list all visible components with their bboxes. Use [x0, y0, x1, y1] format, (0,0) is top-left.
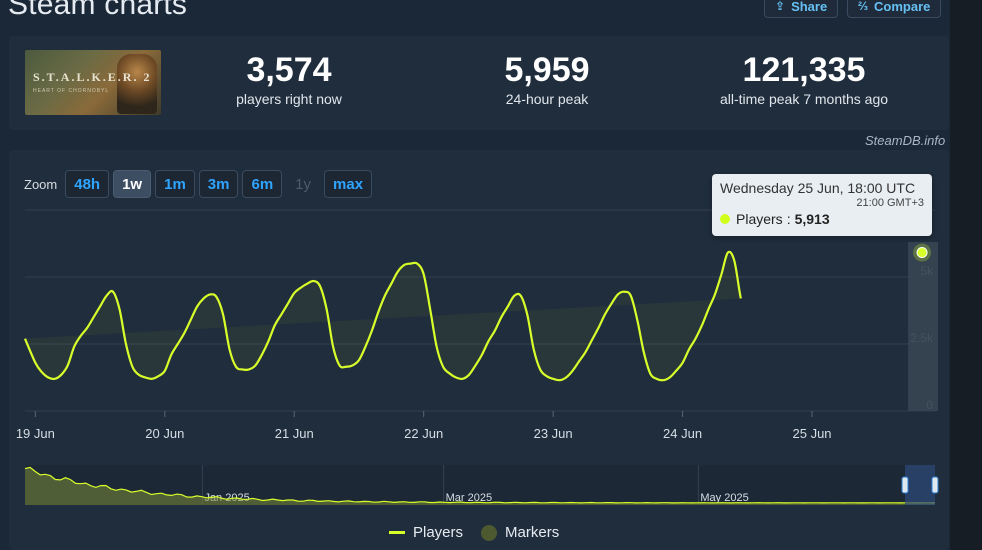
- chart-legend: Players Markers: [389, 524, 559, 541]
- stat-alltime-value: 121,335: [742, 51, 866, 89]
- tooltip-value-row: Players: 5,913: [720, 211, 924, 227]
- legend-item-markers[interactable]: Markers: [481, 524, 559, 541]
- x-tick-label: 23 Jun: [534, 426, 573, 441]
- zoom-button-1y: 1y: [295, 175, 312, 193]
- share-label: Share: [791, 0, 828, 14]
- series-line-players[interactable]: [23, 250, 742, 382]
- zoom-button-1m[interactable]: 1m: [155, 170, 195, 198]
- legend-players-label: Players: [413, 524, 464, 541]
- stat-current-label: players right now: [236, 91, 342, 107]
- navigator-tick-label: May 2025: [700, 492, 748, 504]
- tooltip-date: Wednesday 25 Jun, 18:00 UTC: [720, 180, 916, 196]
- chart-tooltip: Wednesday 25 Jun, 18:00 UTC 21:00 GMT+3 …: [712, 174, 932, 236]
- zoom-label: Zoom: [24, 176, 58, 192]
- zoom-bar: Zoom 48h 1w 1m 3m 6m 1y max: [24, 170, 373, 198]
- series-area: [25, 251, 741, 381]
- navigator-area: [25, 467, 935, 505]
- zoom-button-3m[interactable]: 3m: [198, 170, 239, 198]
- page-title: Steam charts: [8, 0, 188, 21]
- hover-band: [908, 242, 939, 411]
- game-logo[interactable]: S.T.A.L.K.E.R. 2 HEART OF CHORNOBYL: [25, 50, 161, 115]
- compare-label: Compare: [874, 0, 931, 14]
- legend-item-players[interactable]: Players: [389, 524, 463, 541]
- compare-button[interactable]: ⅔ Compare: [847, 0, 942, 18]
- navigator-line: [24, 466, 936, 504]
- navigator-handle-right[interactable]: [931, 476, 939, 494]
- legend-dot-icon: [481, 524, 498, 541]
- stalker-figure: [117, 54, 157, 114]
- stat-peak24-value: 5,959: [504, 51, 590, 89]
- x-tick-label: 22 Jun: [404, 426, 443, 441]
- x-tick-label: 24 Jun: [663, 426, 702, 441]
- stat-peak24-label: 24-hour peak: [505, 91, 589, 107]
- x-tick-label: 19 Jun: [16, 426, 55, 441]
- zoom-button-6m[interactable]: 6m: [242, 170, 283, 198]
- zoom-button-max[interactable]: max: [324, 170, 373, 198]
- zoom-button-1w[interactable]: 1w: [113, 170, 152, 198]
- zoom-buttons: 48h 1w 1m 3m 6m 1y max: [65, 170, 373, 198]
- share-button[interactable]: ⇪ Share: [764, 0, 839, 18]
- logo-subtitle: HEART OF CHORNOBYL: [33, 88, 110, 94]
- stat-current: 3,574 players right now: [219, 50, 359, 108]
- zoom-button-48h[interactable]: 48h: [65, 170, 110, 198]
- legend-line-icon: [389, 531, 405, 534]
- navigator-tick-label: Mar 2025: [446, 492, 492, 504]
- tooltip-local-time: 21:00 GMT+3: [856, 197, 924, 209]
- navigator-selection: [905, 465, 935, 505]
- legend-markers-label: Markers: [505, 524, 560, 541]
- stats-panel: S.T.A.L.K.E.R. 2 HEART OF CHORNOBYL 3,57…: [9, 36, 949, 130]
- tooltip-series-dot: [720, 214, 730, 224]
- right-gutter: [950, 0, 982, 550]
- compare-icon: ⅔: [858, 0, 869, 13]
- stat-current-value: 3,574: [246, 51, 332, 89]
- tooltip-series-name: Players: [736, 211, 783, 227]
- stat-alltime: 121,335 all-time peak 7 months ago: [699, 50, 909, 108]
- navigator-handle-left[interactable]: [901, 476, 909, 494]
- stat-alltime-label: all-time peak 7 months ago: [719, 91, 889, 107]
- page: Steam charts ⇪ Share ⅔ Compare S.T.A.L.K…: [8, 0, 949, 550]
- highlight-point[interactable]: [916, 247, 928, 259]
- share-icon: ⇪: [775, 0, 786, 13]
- x-tick-label: 21 Jun: [275, 426, 314, 441]
- logo-title: S.T.A.L.K.E.R. 2: [33, 70, 152, 84]
- x-tick-label: 25 Jun: [793, 426, 832, 441]
- x-tick-label: 20 Jun: [145, 426, 184, 441]
- steamdb-credit[interactable]: SteamDB.info: [865, 133, 946, 148]
- tooltip-value: 5,913: [794, 211, 830, 227]
- stat-peak24: 5,959 24-hour peak: [477, 50, 617, 108]
